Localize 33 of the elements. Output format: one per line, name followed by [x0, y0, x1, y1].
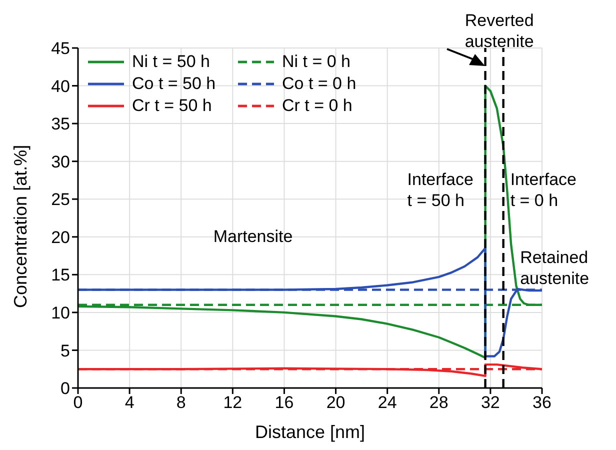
legend-label: Co t = 50 h [132, 74, 216, 94]
y-tick-label: 40 [51, 76, 70, 96]
x-axis-title: Distance [nm] [254, 422, 366, 442]
y-tick-label: 5 [60, 341, 70, 360]
x-tick-label: 36 [532, 393, 552, 412]
x-tick-label: 24 [378, 393, 397, 412]
legend-label: Ni t = 0 h [282, 52, 351, 72]
x-tick-label: 4 [124, 393, 134, 412]
x-tick-label: 8 [176, 393, 186, 412]
y-tick-label: 15 [51, 266, 70, 285]
x-tick-label: 16 [274, 393, 294, 412]
annotation: Martensite [213, 226, 293, 247]
y-tick-label: 20 [51, 228, 70, 247]
y-axis-title: Concentration [at.%] [10, 144, 30, 308]
legend-label: Ni t = 50 h [132, 52, 210, 72]
legend-label: Cr t = 50 h [132, 96, 212, 116]
annotation: Interface t = 50 h [407, 168, 474, 211]
annotation: Interface t = 0 h [510, 168, 578, 211]
y-tick-label: 10 [51, 303, 70, 322]
legend-label: Cr t = 0 h [282, 96, 352, 116]
annotation: Reverted austenite [464, 10, 535, 52]
y-tick-label: 25 [51, 190, 70, 210]
x-tick-label: 32 [480, 393, 500, 412]
x-tick-label: 0 [73, 393, 83, 412]
x-tick-label: 20 [326, 393, 346, 412]
annotation: Retained austenite [520, 247, 590, 290]
y-tick-label: 45 [51, 39, 70, 58]
y-tick-label: 30 [51, 152, 70, 172]
x-tick-label: 12 [223, 393, 242, 412]
y-tick-label: 0 [60, 379, 70, 398]
x-tick-label: 28 [429, 393, 448, 412]
y-tick-label: 35 [51, 114, 70, 134]
legend-label: Co t = 0 h [282, 74, 356, 94]
